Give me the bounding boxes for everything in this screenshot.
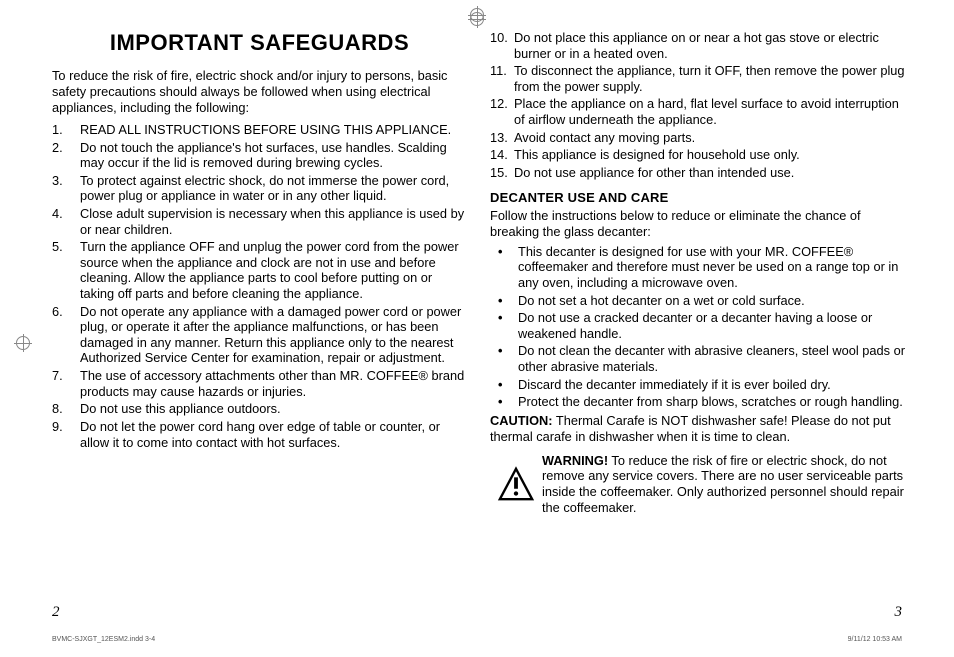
warning-block: WARNING! To reduce the risk of fire or e…: [490, 453, 905, 515]
list-item: Close adult supervision is necessary whe…: [52, 206, 467, 237]
safeguards-list-1: READ ALL INSTRUCTIONS BEFORE USING THIS …: [52, 122, 467, 450]
decanter-bullets: This decanter is designed for use with y…: [490, 244, 905, 410]
page-number-right: 3: [895, 604, 903, 621]
list-item: Avoid contact any moving parts.: [490, 130, 905, 146]
warning-text: WARNING! To reduce the risk of fire or e…: [542, 453, 905, 515]
list-item: This decanter is designed for use with y…: [490, 244, 905, 291]
decanter-heading: DECANTER USE AND CARE: [490, 190, 905, 205]
decanter-intro: Follow the instructions below to reduce …: [490, 208, 905, 239]
list-item: Place the appliance on a hard, flat leve…: [490, 96, 905, 127]
list-item: Discard the decanter immediately if it i…: [490, 377, 905, 393]
list-item: To disconnect the appliance, turn it OFF…: [490, 63, 905, 94]
caution-text: CAUTION: Thermal Carafe is NOT dishwashe…: [490, 413, 905, 445]
list-item: Do not use this appliance outdoors.: [52, 401, 467, 417]
list-item: READ ALL INSTRUCTIONS BEFORE USING THIS …: [52, 122, 467, 138]
footer-left: BVMC-SJXGT_12ESM2.indd 3-4: [52, 636, 155, 643]
list-item: To protect against electric shock, do no…: [52, 173, 467, 204]
list-item: Do not use appliance for other than inte…: [490, 165, 905, 181]
list-item: Do not let the power cord hang over edge…: [52, 419, 467, 450]
list-item: Do not operate any appliance with a dama…: [52, 304, 467, 366]
warning-icon: [490, 453, 542, 515]
list-item: The use of accessory attachments other t…: [52, 368, 467, 399]
page-number-left: 2: [52, 604, 60, 621]
list-item: Do not place this appliance on or near a…: [490, 30, 905, 61]
list-item: Do not touch the appliance's hot surface…: [52, 140, 467, 171]
crop-mark: [16, 336, 30, 350]
list-item: This appliance is designed for household…: [490, 147, 905, 163]
list-item: Do not use a cracked decanter or a decan…: [490, 310, 905, 341]
crop-mark: [470, 12, 484, 26]
right-page: Do not place this appliance on or near a…: [490, 30, 905, 605]
list-item: Do not clean the decanter with abrasive …: [490, 343, 905, 374]
footer-right: 9/11/12 10:53 AM: [848, 636, 902, 643]
left-page: IMPORTANT SAFEGUARDS To reduce the risk …: [52, 30, 467, 605]
safeguards-list-2: Do not place this appliance on or near a…: [490, 30, 905, 180]
intro-text: To reduce the risk of fire, electric sho…: [52, 68, 467, 116]
list-item: Do not set a hot decanter on a wet or co…: [490, 293, 905, 309]
page-title: IMPORTANT SAFEGUARDS: [52, 30, 467, 56]
list-item: Protect the decanter from sharp blows, s…: [490, 394, 905, 410]
list-item: Turn the appliance OFF and unplug the po…: [52, 239, 467, 301]
